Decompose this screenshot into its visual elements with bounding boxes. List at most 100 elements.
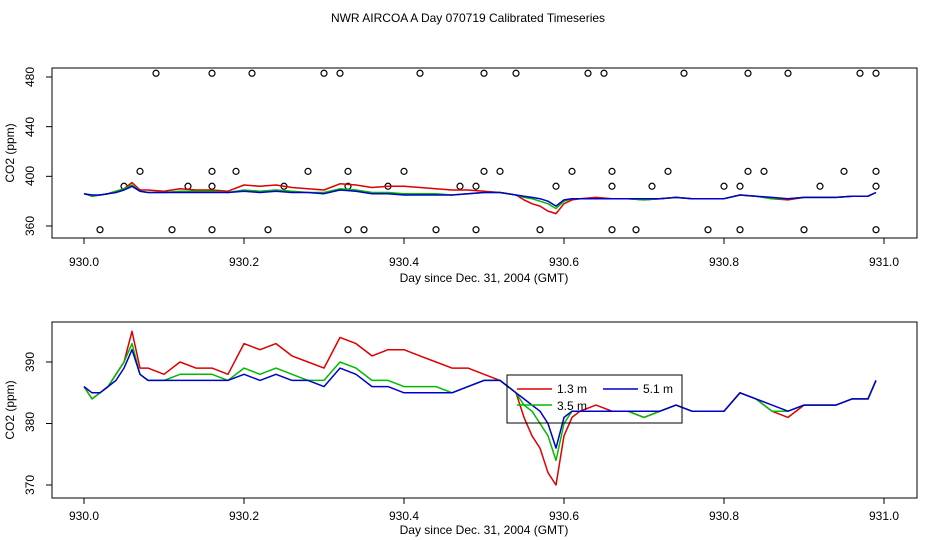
outlier-point xyxy=(872,226,880,234)
top-panel: 930.0 930.2 930.4 930.6 930.8 931.0 360 … xyxy=(3,67,918,285)
series-line-5-1-m xyxy=(83,185,877,207)
outlier-point xyxy=(552,182,560,190)
outlier-point xyxy=(568,167,576,175)
outlier-point xyxy=(648,182,656,190)
outlier-point xyxy=(320,69,328,77)
outlier-point xyxy=(344,167,352,175)
bottom-panel: 930.0 930.2 930.4 930.6 930.8 931.0 370 … xyxy=(3,321,918,537)
top-x-tick-label: 931.0 xyxy=(869,255,899,269)
bottom-x-axis-label: Day since Dec. 31, 2004 (GMT) xyxy=(400,523,569,537)
bottom-x-axis: 930.0 930.2 930.4 930.6 930.8 931.0 xyxy=(69,509,899,523)
outlier-point xyxy=(800,226,808,234)
outlier-point xyxy=(744,69,752,77)
series-line-3-5-m xyxy=(83,342,877,462)
outlier-point xyxy=(872,182,880,190)
bottom-y-axis: 370 380 390 xyxy=(23,352,37,495)
outlier-point xyxy=(720,182,728,190)
outlier-point xyxy=(232,167,240,175)
bottom-plot-frame xyxy=(51,321,918,499)
top-x-tick-label: 930.4 xyxy=(389,255,419,269)
top-plot-frame xyxy=(51,67,918,239)
bottom-x-tick-label: 930.0 xyxy=(69,509,99,523)
outlier-point xyxy=(872,69,880,77)
bottom-y-axis-label: CO2 (ppm) xyxy=(3,380,17,439)
top-y-tick-label: 400 xyxy=(23,166,37,186)
outlier-point xyxy=(536,226,544,234)
outlier-point xyxy=(208,182,216,190)
outlier-point xyxy=(704,226,712,234)
outlier-point xyxy=(360,226,368,234)
outlier-point xyxy=(744,167,752,175)
top-x-tick-label: 930.0 xyxy=(69,255,99,269)
outlier-point xyxy=(416,69,424,77)
top-y-axis: 360 400 440 480 xyxy=(23,67,37,236)
outlier-point xyxy=(136,167,144,175)
outlier-point xyxy=(208,167,216,175)
top-series-group xyxy=(83,181,877,215)
top-y-axis-label: CO2 (ppm) xyxy=(3,123,17,182)
top-x-tick-label: 930.8 xyxy=(709,255,739,269)
bottom-y-tick-label: 390 xyxy=(23,352,37,372)
outlier-point xyxy=(264,226,272,234)
top-y-tick-label: 360 xyxy=(23,216,37,236)
bottom-x-tick-label: 930.8 xyxy=(709,509,739,523)
top-y-tick-label: 440 xyxy=(23,117,37,137)
bottom-series-group xyxy=(83,330,877,486)
outlier-point xyxy=(168,226,176,234)
outlier-point xyxy=(632,226,640,234)
top-y-tick-label: 480 xyxy=(23,67,37,87)
outlier-point xyxy=(208,69,216,77)
outlier-point xyxy=(344,226,352,234)
bottom-x-tick-label: 930.6 xyxy=(549,509,579,523)
outlier-point xyxy=(336,69,344,77)
outlier-point xyxy=(512,69,520,77)
series-line-1-3-m xyxy=(83,181,877,215)
outlier-point xyxy=(480,167,488,175)
bottom-y-tick-label: 380 xyxy=(23,412,37,432)
top-x-axis-label: Day since Dec. 31, 2004 (GMT) xyxy=(400,271,569,285)
outlier-point xyxy=(432,226,440,234)
outlier-point xyxy=(872,167,880,175)
outlier-point xyxy=(184,182,192,190)
outlier-point xyxy=(456,182,464,190)
outlier-point xyxy=(664,167,672,175)
outlier-point xyxy=(472,226,480,234)
legend-label-3-5m: 3.5 m xyxy=(557,399,587,413)
top-x-axis: 930.0 930.2 930.4 930.6 930.8 931.0 xyxy=(69,255,899,269)
outlier-point xyxy=(680,69,688,77)
top-tick-marks xyxy=(46,76,885,244)
bottom-x-tick-label: 930.4 xyxy=(389,509,419,523)
outlier-point xyxy=(608,167,616,175)
outlier-point xyxy=(400,167,408,175)
outlier-point xyxy=(608,182,616,190)
outlier-point xyxy=(96,226,104,234)
outlier-point xyxy=(600,69,608,77)
series-line-5-1-m xyxy=(83,348,877,449)
outlier-point xyxy=(608,226,616,234)
outlier-point xyxy=(784,69,792,77)
outlier-point xyxy=(856,69,864,77)
outlier-point xyxy=(248,69,256,77)
legend: 1.3 m 5.1 m 3.5 m xyxy=(506,374,683,424)
top-x-tick-label: 930.6 xyxy=(549,255,579,269)
legend-label-1-3m: 1.3 m xyxy=(557,382,587,396)
figure-title: NWR AIRCOA A Day 070719 Calibrated Times… xyxy=(331,11,605,25)
outlier-point xyxy=(304,167,312,175)
outlier-point xyxy=(736,182,744,190)
outlier-point xyxy=(736,226,744,234)
bottom-y-tick-label: 370 xyxy=(23,475,37,495)
bottom-x-tick-label: 931.0 xyxy=(869,509,899,523)
outlier-point xyxy=(472,182,480,190)
outlier-point xyxy=(208,226,216,234)
outlier-point xyxy=(840,167,848,175)
top-x-tick-label: 930.2 xyxy=(229,255,259,269)
bottom-tick-marks xyxy=(46,361,885,504)
outlier-point xyxy=(496,167,504,175)
legend-label-5-1m: 5.1 m xyxy=(643,382,673,396)
series-line-1-3-m xyxy=(83,330,877,486)
legend-box xyxy=(506,374,683,424)
top-outlier-points xyxy=(96,69,880,234)
outlier-point xyxy=(480,69,488,77)
outlier-point xyxy=(584,69,592,77)
